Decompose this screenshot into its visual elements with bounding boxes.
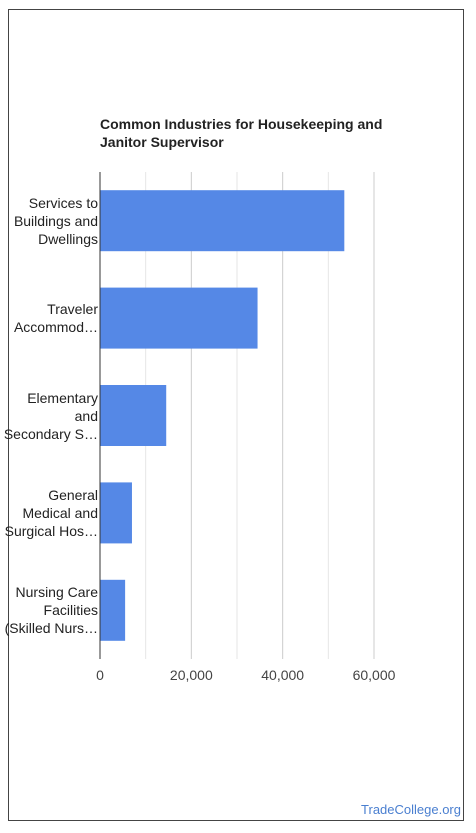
bar[interactable] — [100, 385, 167, 446]
bar[interactable] — [100, 287, 258, 349]
category-label-line: Dwellings — [38, 230, 98, 247]
category-label-line: General — [48, 486, 98, 503]
x-tick-label: 60,000 — [352, 667, 396, 683]
category-label-line: and — [74, 407, 98, 424]
chart-title-line-1: Common Industries for Housekeeping and — [100, 116, 383, 132]
chart-title: Common Industries for Housekeeping and J… — [100, 115, 400, 151]
x-tick-label: 40,000 — [261, 667, 305, 683]
bar[interactable] — [100, 190, 345, 252]
category-label-line: Surgical Hos… — [4, 522, 98, 539]
category-label-line: (Skilled Nurs… — [4, 620, 98, 637]
category-label-line: Traveler — [47, 301, 98, 318]
category-label-line: Secondary S… — [3, 425, 98, 442]
category-label-line: Nursing Care — [15, 584, 98, 601]
bar[interactable] — [100, 482, 132, 544]
category-label: Elementary and Secondary S… — [2, 389, 98, 443]
chart-title-line-2: Janitor Supervisor — [100, 134, 224, 150]
bar[interactable] — [100, 579, 126, 641]
x-tick-label: 0 — [96, 667, 104, 683]
x-tick-label: 20,000 — [169, 667, 213, 683]
category-label-line: Medical and — [22, 504, 99, 521]
category-label: Nursing Care Facilities (Skilled Nurs… — [2, 583, 98, 637]
category-label-line: Services to — [28, 194, 98, 211]
category-label: Traveler Accommod… — [2, 300, 98, 336]
chart-frame — [8, 9, 464, 821]
source-credit[interactable]: TradeCollege.org — [361, 802, 461, 817]
category-label-line: Facilities — [43, 602, 98, 619]
category-label: Services to Buildings and Dwellings — [2, 194, 98, 248]
category-label-line: Accommod… — [13, 319, 98, 336]
category-label-line: Elementary — [27, 389, 98, 406]
category-label-line: Buildings and — [13, 212, 98, 229]
category-label: General Medical and Surgical Hos… — [2, 486, 98, 540]
